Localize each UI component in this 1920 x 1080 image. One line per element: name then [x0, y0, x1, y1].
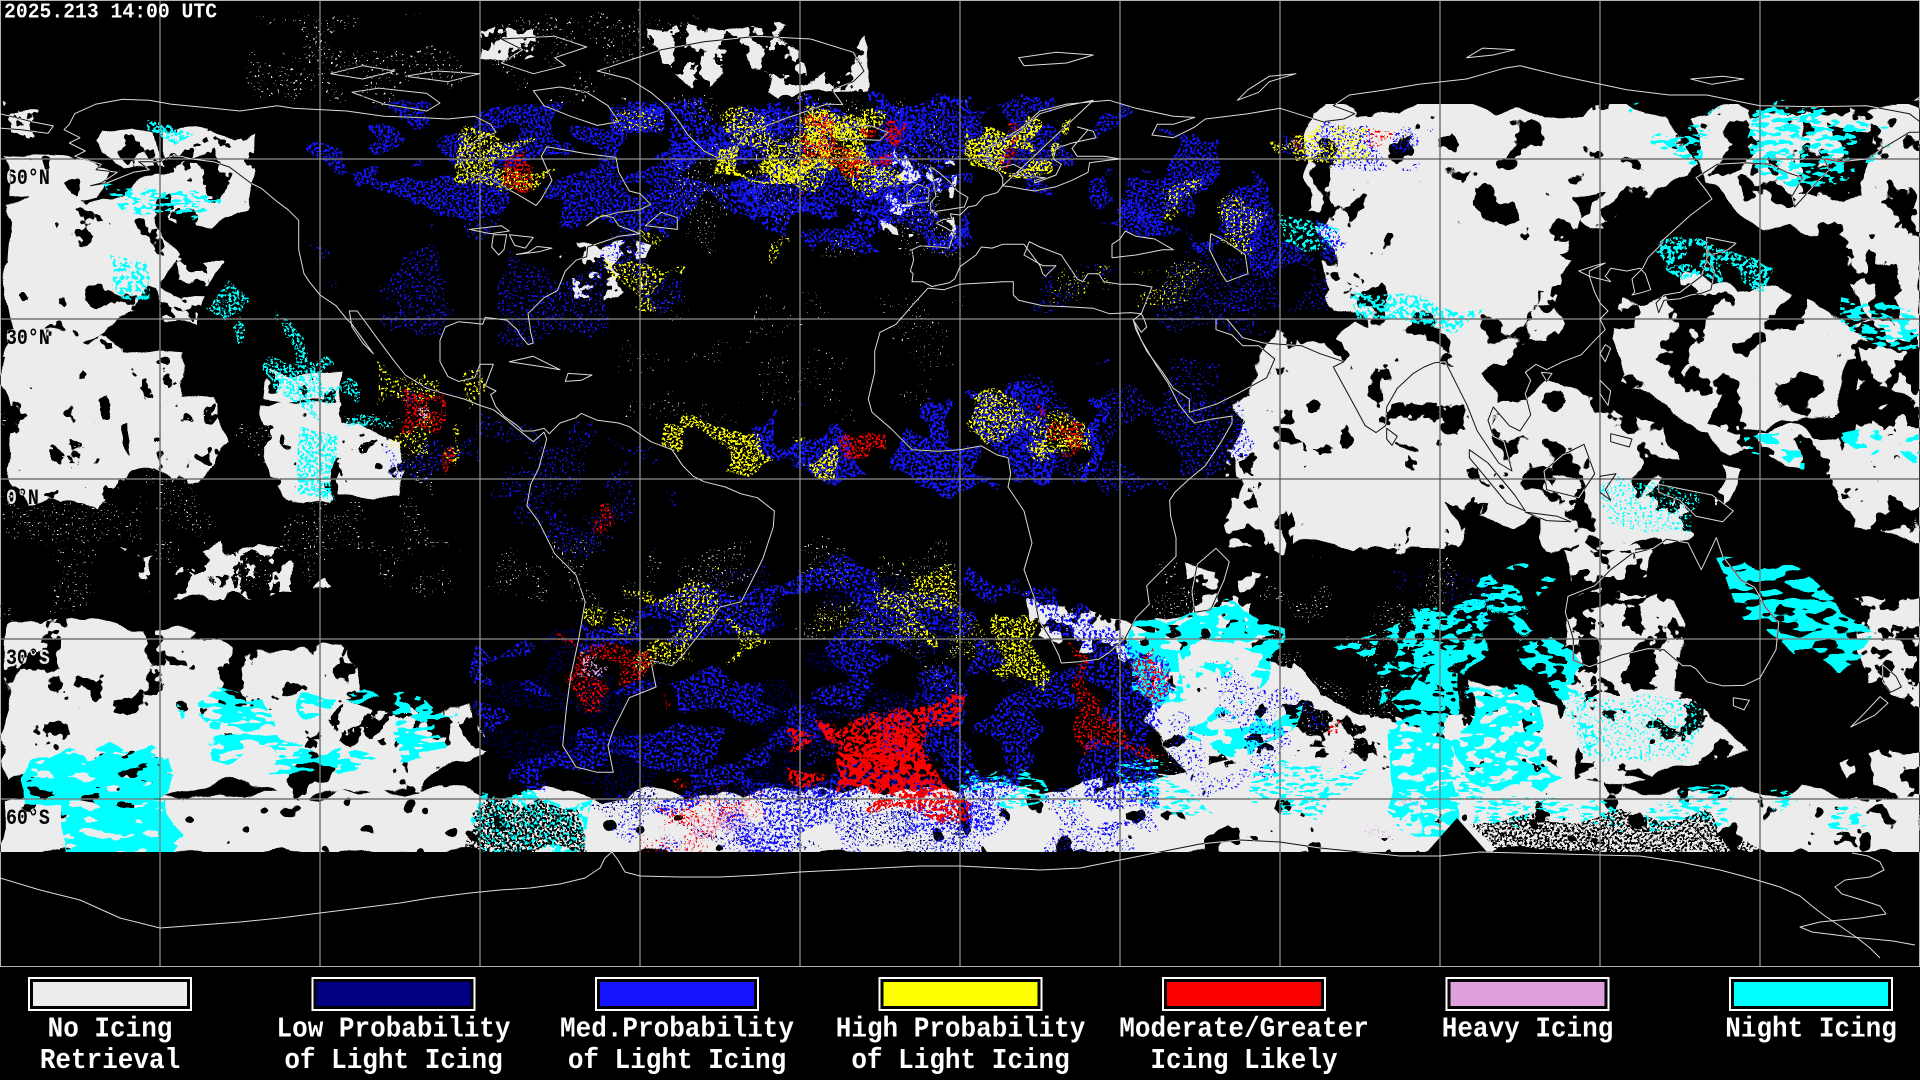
svg-text:2025.213 14:00 UTC: 2025.213 14:00 UTC [4, 1, 217, 25]
svg-text:of Light Icing: of Light Icing [851, 1045, 1069, 1078]
svg-text:Night Icing: Night Icing [1725, 1013, 1897, 1046]
svg-text:Med.Probability: Med.Probability [560, 1013, 794, 1046]
svg-text:0°N: 0°N [6, 487, 39, 512]
svg-text:Heavy Icing: Heavy Icing [1442, 1013, 1614, 1046]
svg-text:Retrieval: Retrieval [40, 1045, 180, 1078]
svg-text:60°S: 60°S [6, 807, 50, 832]
svg-text:60°N: 60°N [6, 167, 50, 192]
svg-text:Moderate/Greater: Moderate/Greater [1119, 1013, 1369, 1046]
svg-text:Icing Likely: Icing Likely [1150, 1045, 1337, 1078]
svg-text:Low Probability: Low Probability [277, 1013, 511, 1046]
svg-text:No Icing: No Icing [48, 1013, 173, 1046]
svg-text:of Light Icing: of Light Icing [284, 1045, 502, 1078]
svg-text:30°S: 30°S [6, 647, 50, 672]
svg-text:30°N: 30°N [6, 327, 50, 352]
svg-text:of Light Icing: of Light Icing [568, 1045, 786, 1078]
svg-text:High Probability: High Probability [836, 1013, 1086, 1046]
